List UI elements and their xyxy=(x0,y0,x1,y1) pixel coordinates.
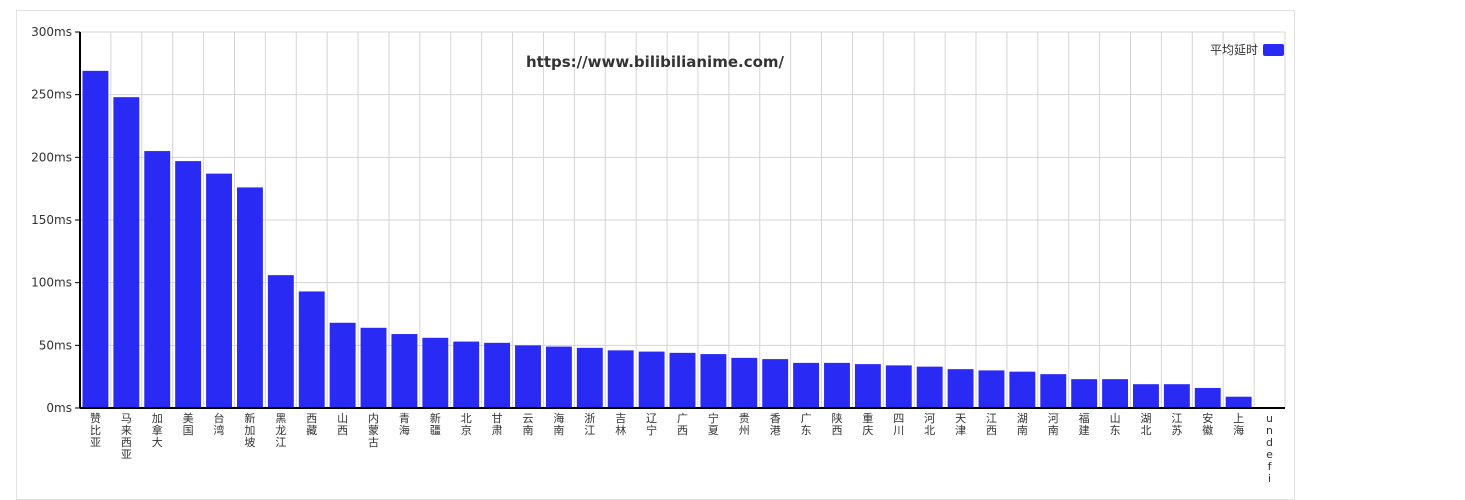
x-tick-label: 海南 xyxy=(553,411,564,437)
x-tick-label: 江西 xyxy=(986,412,997,437)
bar[interactable] xyxy=(1163,384,1190,408)
x-tick-label: 重庆 xyxy=(862,411,873,437)
y-tick-label: 100ms xyxy=(31,276,72,290)
x-tick-label: 加拿大 xyxy=(152,412,163,449)
x-tick-label: 新加坡 xyxy=(244,411,255,449)
x-tick-label: 安徽 xyxy=(1202,411,1213,437)
x-tick-label: 福建 xyxy=(1079,411,1090,437)
x-tick-label: 湖南 xyxy=(1017,412,1028,437)
x-tick-label: 山西 xyxy=(337,412,348,437)
grid-lines xyxy=(75,31,1286,409)
y-tick-label: 50ms xyxy=(39,338,72,352)
x-tick-label: 天津 xyxy=(955,412,966,437)
x-tick-label: 西藏 xyxy=(306,412,317,437)
y-tick-label: 150ms xyxy=(31,213,72,227)
bar[interactable] xyxy=(669,352,696,408)
bar[interactable] xyxy=(885,365,912,408)
x-tick-label: 赞比亚 xyxy=(90,412,101,449)
y-tick-label: 200ms xyxy=(31,150,72,164)
bar[interactable] xyxy=(824,362,850,408)
x-tick-label: 马来西亚 xyxy=(121,412,132,461)
legend[interactable]: 平均延时 xyxy=(1210,43,1284,57)
bar[interactable] xyxy=(1040,374,1067,408)
x-tick-label: 青海 xyxy=(399,412,410,437)
x-tick-label: 河北 xyxy=(924,412,935,437)
bar-chart: 0ms 50ms 100ms 150ms 200ms 250ms 300ms 赞比亚 马来西亚… xyxy=(31,25,1286,485)
y-tick-labels: 0ms 50ms 100ms 150ms 200ms 250ms 300ms xyxy=(31,25,72,415)
y-tick-label: 300ms xyxy=(31,25,72,39)
bar[interactable] xyxy=(1009,371,1036,408)
x-tick-label: 湖北 xyxy=(1140,412,1151,437)
bar[interactable] xyxy=(1071,379,1098,408)
x-tick-label: 甘肃 xyxy=(492,412,503,437)
bar[interactable] xyxy=(1194,387,1221,408)
x-tick-label: 辽宁 xyxy=(646,412,657,437)
bar[interactable] xyxy=(916,366,943,408)
bar[interactable] xyxy=(484,342,511,408)
bar[interactable] xyxy=(422,337,449,408)
x-tick-label: 贵州 xyxy=(739,412,750,437)
x-tick-label: 云南 xyxy=(523,412,534,437)
bar[interactable] xyxy=(978,370,1005,408)
chart-title: https://www.bilibilianime.com/ xyxy=(526,53,785,71)
bar[interactable] xyxy=(113,97,140,408)
x-tick-label: 吉林 xyxy=(615,412,626,437)
x-tick-label: 黑龙江 xyxy=(275,412,286,449)
x-tick-label: 广西 xyxy=(677,412,688,437)
x-tick-label: 陕西 xyxy=(831,411,842,437)
bar[interactable] xyxy=(607,350,634,408)
bar[interactable] xyxy=(391,334,418,408)
bar[interactable] xyxy=(700,354,727,408)
bar[interactable] xyxy=(576,347,603,408)
bar[interactable] xyxy=(1102,379,1129,408)
bar[interactable] xyxy=(793,362,820,408)
x-tick-label: 美国 xyxy=(183,412,194,437)
bar[interactable] xyxy=(638,351,665,408)
bar[interactable] xyxy=(329,322,356,408)
x-tick-label: 宁夏 xyxy=(708,411,719,437)
y-tick-label: 250ms xyxy=(31,88,72,102)
x-tick-label: 河南 xyxy=(1048,412,1059,437)
legend-label: 平均延时 xyxy=(1210,43,1258,57)
x-tick-label: 广东 xyxy=(801,412,812,437)
x-tick-label: 江苏 xyxy=(1171,412,1182,437)
bar[interactable] xyxy=(1133,384,1159,408)
bar[interactable] xyxy=(144,151,171,409)
bar[interactable] xyxy=(545,346,572,408)
bar[interactable] xyxy=(731,357,758,408)
bar[interactable] xyxy=(1225,396,1252,408)
bar[interactable] xyxy=(206,173,232,408)
bar[interactable] xyxy=(236,187,263,408)
bar[interactable] xyxy=(947,369,974,408)
bar[interactable] xyxy=(762,359,789,408)
bars xyxy=(82,70,1283,409)
bar[interactable] xyxy=(82,70,109,408)
bar[interactable] xyxy=(267,275,294,408)
x-tick-label: 香港 xyxy=(770,412,781,437)
x-tick-label: 上海 xyxy=(1233,412,1244,437)
bar[interactable] xyxy=(515,345,541,408)
x-tick-label: 台湾 xyxy=(214,411,225,437)
bar[interactable] xyxy=(298,291,325,408)
x-tick-label: 四川 xyxy=(893,412,904,437)
y-tick-label: 0ms xyxy=(46,401,72,415)
x-tick-label: 内蒙古 xyxy=(368,411,379,449)
x-tick-label: 北京 xyxy=(461,412,472,437)
bar[interactable] xyxy=(854,364,881,408)
x-tick-label: 浙江 xyxy=(584,412,595,437)
bar[interactable] xyxy=(453,341,480,408)
axes xyxy=(79,32,1285,409)
x-tick-label: 山东 xyxy=(1110,412,1121,437)
legend-swatch xyxy=(1263,44,1284,56)
bar[interactable] xyxy=(360,327,387,408)
x-tick-label: 新疆 xyxy=(430,411,441,437)
bar[interactable] xyxy=(175,161,202,408)
